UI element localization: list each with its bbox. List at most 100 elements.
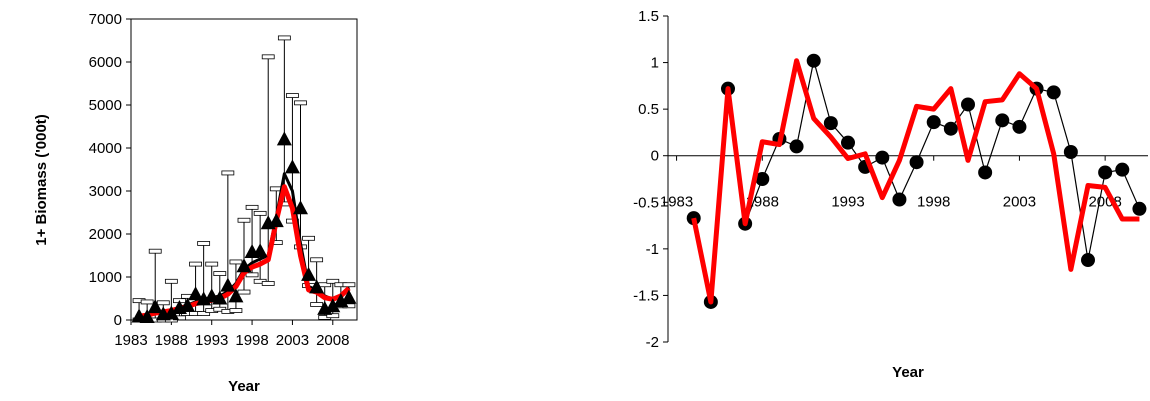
right-y-tick-label: 0 [651, 148, 659, 165]
error-bar-cap-upper [342, 282, 356, 288]
triangle-marker [163, 305, 179, 320]
error-bar-cap-upper [294, 100, 307, 106]
left-plot-frame [130, 18, 358, 321]
circle-marker [961, 97, 975, 112]
error-bar-cap-lower [261, 281, 275, 286]
left-x-tick-label: 2008 [316, 332, 349, 349]
circle-marker [926, 115, 941, 130]
circle-marker [1081, 253, 1095, 268]
error-bar-cap-lower [326, 313, 340, 319]
circle-marker [1012, 119, 1027, 134]
left-plot-area: 0 1000 2000 3000 4000 5000 6000 7000 1983 1988 199… [89, 11, 358, 349]
error-bar-cap-upper [302, 235, 315, 241]
triangle-marker [341, 289, 357, 304]
error-bar-cap-upper [189, 261, 202, 267]
circle-marker [875, 150, 890, 165]
triangle-marker [139, 308, 155, 323]
error-bar-cap-upper [156, 300, 170, 306]
circle-marker [909, 155, 924, 170]
circle-marker [1046, 85, 1061, 100]
circle-marker [943, 121, 958, 136]
triangle-marker [301, 266, 317, 281]
left-y-tick-label: 5000 [89, 97, 122, 114]
right-y-tick-label: -0.5 [633, 194, 659, 211]
error-bar-cap-upper [326, 278, 340, 284]
error-bar-cap-upper [237, 217, 251, 223]
left-y-tick-label: 0 [114, 312, 122, 329]
right-x-tick-label: 1983 [660, 194, 693, 211]
triangle-marker [212, 290, 228, 305]
left-y-tick-label: 7000 [89, 11, 122, 28]
error-bar-cap-upper [245, 204, 259, 210]
circle-marker [978, 165, 993, 180]
triangle-marker [180, 297, 195, 312]
error-bar-cap-upper [213, 271, 227, 276]
circle-marker [755, 172, 770, 186]
left-x-tick-label: 1983 [114, 332, 147, 349]
triangle-marker [236, 258, 252, 273]
right-red-line [691, 58, 1140, 305]
left-x-tick-label: 1988 [155, 332, 188, 349]
triangle-marker [293, 200, 308, 215]
triangle-marker [147, 299, 163, 314]
left-y-tick-label: 1000 [89, 269, 122, 286]
circle-marker [841, 135, 855, 150]
error-bar-cap-upper [286, 93, 299, 98]
error-bar-cap-upper [148, 248, 162, 254]
biomass-chart: 1+ Biomass ('000t) Year 0 1000 2000 3000 400… [33, 11, 358, 395]
error-bar-cap-upper [164, 278, 178, 284]
right-plot-area: 1.5 1 0.5 0 -0.5 -1 -1.5 -2 1983 1988 1993 1998 2003… [633, 8, 1148, 351]
error-bar-cap-lower [197, 311, 211, 316]
error-bar-cap-upper [253, 210, 267, 216]
error-bar-cap-upper [197, 241, 211, 246]
circle-marker [823, 116, 838, 131]
error-bar-cap-upper [221, 170, 235, 176]
error-bar-cap-upper [205, 261, 219, 267]
right-x-tick-label: 1993 [831, 194, 864, 211]
error-bar-cap-upper [140, 299, 154, 305]
right-x-tick-label: 1988 [746, 194, 779, 211]
right-y-tick-label: -1.5 [633, 287, 659, 304]
triangle-marker [276, 131, 292, 146]
left-x-tick-label: 2003 [276, 332, 309, 349]
triangle-marker [252, 243, 268, 258]
circle-marker [1063, 144, 1078, 159]
right-y-tick-label: -1 [646, 241, 659, 258]
circle-marker [995, 113, 1010, 128]
left-y-tick-label: 3000 [89, 183, 122, 200]
left-y-tick-label: 6000 [89, 54, 122, 71]
recruitment-deviation-chart: Year 1.5 1 0.5 0 -0.5 -1 -1.5 -2 1983 1988 1993 199… [633, 8, 1148, 381]
triangle-marker [325, 298, 341, 313]
circle-marker [1132, 201, 1147, 216]
error-bar-cap-upper [310, 257, 324, 263]
triangle-marker [228, 288, 244, 303]
right-y-tick-label: 1.5 [638, 8, 659, 25]
circle-marker [1115, 162, 1130, 177]
right-x-tick-label: 2003 [1003, 194, 1036, 211]
triangle-marker [268, 213, 284, 228]
error-bar-cap-lower [310, 302, 324, 307]
circle-marker [1098, 165, 1113, 180]
circle-marker [806, 53, 821, 68]
triangle-marker [220, 277, 236, 292]
right-x-axis-title: Year [892, 364, 924, 381]
error-bar-cap-upper [277, 35, 291, 41]
left-y-tick-label: 2000 [89, 226, 122, 243]
right-y-tick-label: -2 [646, 334, 659, 351]
left-x-tick-label: 1998 [235, 332, 268, 349]
triangle-marker [188, 286, 204, 301]
left-x-axis-title: Year [228, 378, 260, 395]
error-bar-cap-upper [261, 54, 275, 60]
error-bar-cap-lower [245, 272, 259, 278]
right-y-tick-label: 1 [651, 55, 659, 72]
circle-marker [892, 192, 907, 207]
triangle-marker [309, 279, 325, 294]
left-y-axis-title: 1+ Biomass ('000t) [33, 114, 50, 246]
error-bar-cap-lower [237, 289, 251, 295]
left-x-tick-label: 1993 [195, 332, 228, 349]
error-bar-cap-lower [229, 308, 243, 313]
right-x-tick-label: 1998 [917, 194, 950, 211]
left-y-tick-label: 4000 [89, 140, 122, 157]
right-y-tick-label: 0.5 [638, 101, 659, 118]
